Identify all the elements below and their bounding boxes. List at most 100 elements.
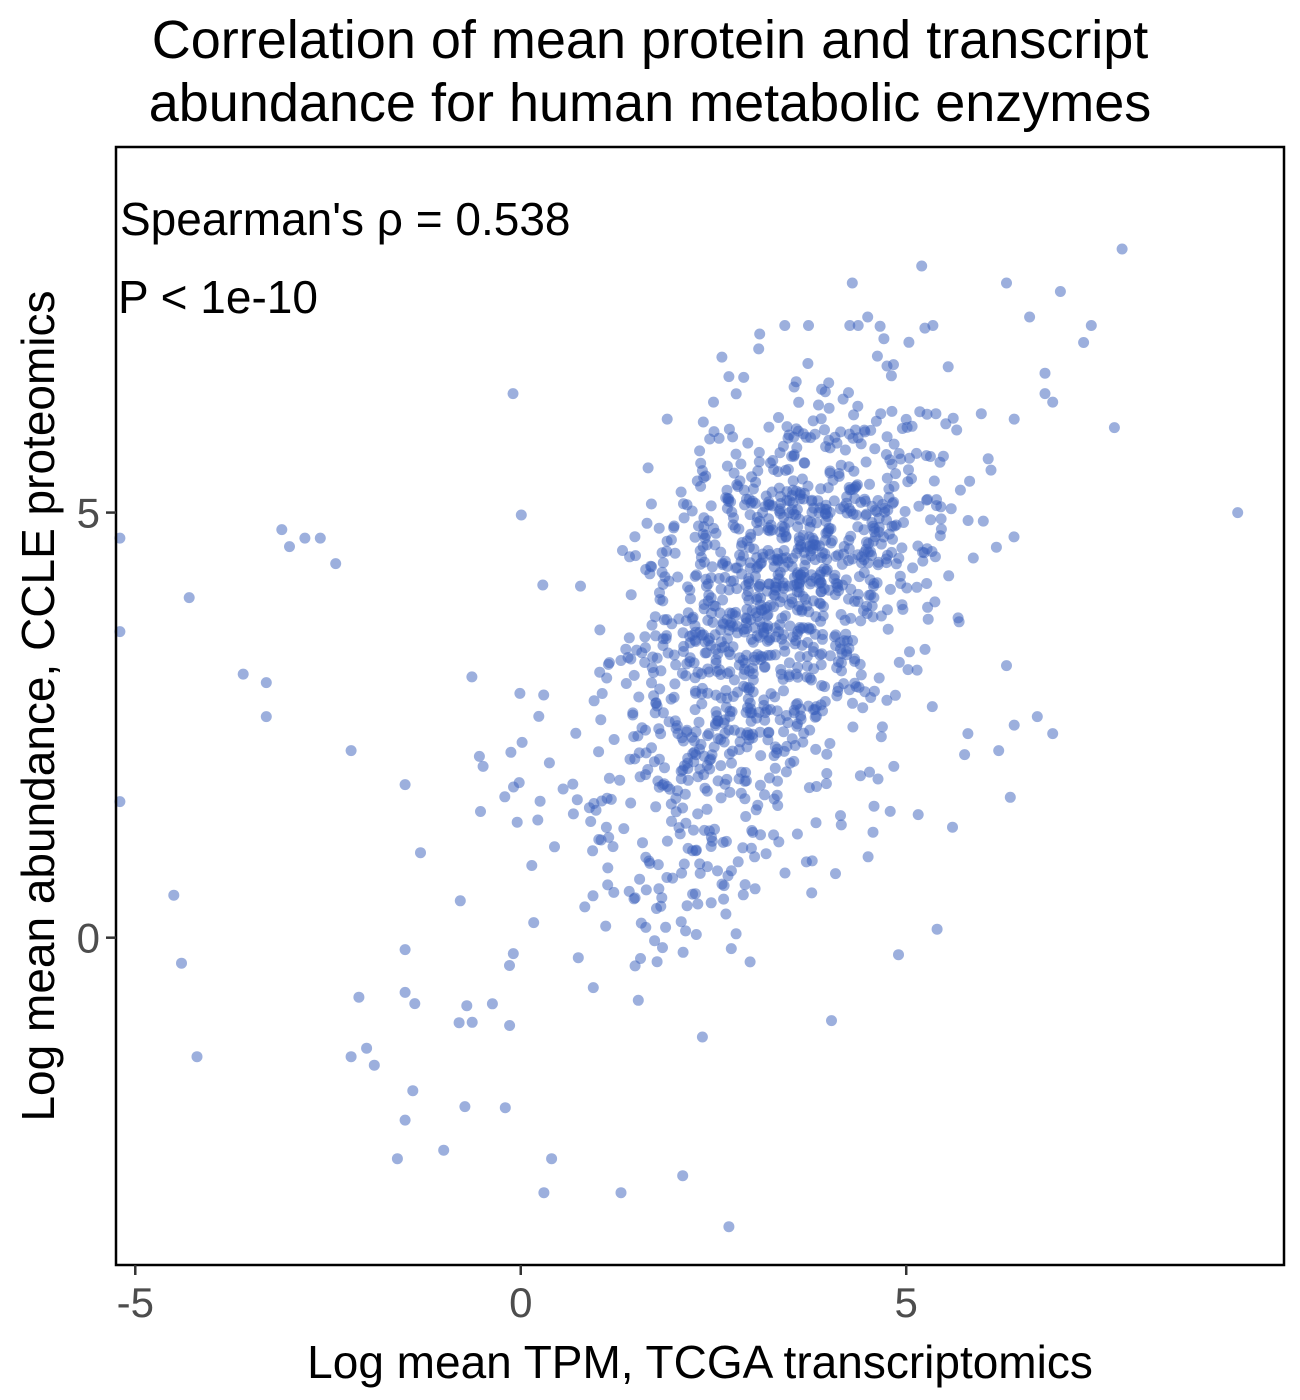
data-point	[781, 421, 793, 433]
data-point	[806, 494, 818, 506]
data-point	[843, 428, 855, 440]
data-point	[819, 424, 830, 436]
data-point	[726, 506, 738, 518]
data-point	[805, 674, 817, 686]
data-point	[533, 710, 545, 722]
data-point	[890, 468, 902, 480]
data-point	[724, 666, 736, 678]
data-point	[778, 685, 789, 697]
data-point	[665, 693, 677, 705]
data-point	[737, 889, 749, 901]
data-point	[755, 650, 767, 662]
data-point	[648, 667, 659, 678]
data-point	[677, 802, 689, 814]
data-point	[745, 707, 756, 719]
data-point	[747, 483, 759, 495]
data-point	[818, 583, 830, 595]
data-point	[659, 762, 670, 774]
data-point	[813, 507, 825, 519]
data-point	[745, 614, 757, 626]
data-point	[699, 647, 711, 659]
data-point	[709, 539, 721, 551]
data-point	[738, 623, 750, 635]
data-point	[657, 557, 669, 569]
data-point	[798, 546, 810, 558]
data-point	[677, 1170, 689, 1182]
data-point	[771, 789, 783, 801]
data-point	[672, 571, 684, 583]
data-point	[361, 1042, 373, 1054]
data-point	[603, 657, 615, 669]
data-point	[824, 650, 836, 662]
data-point	[399, 944, 411, 956]
data-point	[879, 502, 891, 514]
data-point	[911, 581, 923, 593]
data-point	[572, 952, 584, 964]
data-point	[629, 892, 641, 904]
data-point	[792, 521, 804, 533]
data-point	[260, 677, 272, 689]
data-point	[872, 773, 884, 785]
data-point	[453, 1017, 465, 1029]
data-point	[962, 728, 974, 740]
data-point	[875, 731, 887, 743]
data-point	[656, 566, 668, 578]
data-point	[774, 566, 786, 578]
data-point	[1047, 728, 1059, 740]
x-tick-label: -5	[117, 1279, 154, 1326]
data-point	[629, 531, 641, 543]
data-point	[740, 775, 752, 787]
data-point	[593, 746, 605, 758]
data-point	[727, 691, 739, 702]
data-point	[824, 465, 836, 477]
data-point	[749, 851, 761, 863]
data-point	[620, 678, 632, 689]
data-point	[943, 570, 955, 582]
data-point	[721, 633, 733, 645]
data-point	[738, 371, 750, 383]
data-point	[694, 867, 706, 879]
data-point	[1232, 507, 1244, 519]
data-point	[885, 370, 897, 382]
data-point	[701, 861, 713, 873]
data-point	[921, 578, 933, 589]
data-point	[872, 495, 884, 506]
data-point	[684, 656, 696, 668]
data-point	[846, 277, 858, 289]
data-point	[705, 572, 717, 584]
data-point	[893, 448, 905, 459]
data-point	[884, 805, 896, 817]
data-point	[967, 552, 979, 564]
data-point	[788, 431, 800, 443]
data-point	[806, 887, 818, 899]
data-point	[661, 413, 673, 425]
data-point	[779, 867, 791, 879]
data-point	[633, 691, 645, 703]
data-point	[515, 509, 527, 521]
data-point	[730, 928, 742, 940]
data-point	[537, 579, 549, 591]
data-point	[778, 521, 790, 533]
data-point	[678, 640, 690, 652]
data-point	[860, 456, 872, 468]
data-point	[990, 541, 1002, 553]
data-point	[753, 343, 765, 355]
data-point	[830, 868, 841, 880]
data-point	[977, 515, 989, 527]
data-point	[678, 512, 690, 524]
data-point	[839, 444, 851, 456]
data-point	[646, 561, 658, 573]
data-point	[921, 408, 933, 420]
data-point	[864, 478, 875, 490]
data-point	[964, 475, 976, 487]
data-point	[730, 388, 742, 400]
data-point	[602, 862, 614, 874]
data-point	[587, 890, 599, 902]
data-point	[759, 714, 771, 726]
data-point	[538, 1187, 550, 1199]
data-point	[608, 734, 620, 745]
data-point	[705, 500, 717, 512]
data-point	[898, 517, 909, 528]
data-point	[731, 479, 743, 491]
data-point	[585, 816, 597, 827]
